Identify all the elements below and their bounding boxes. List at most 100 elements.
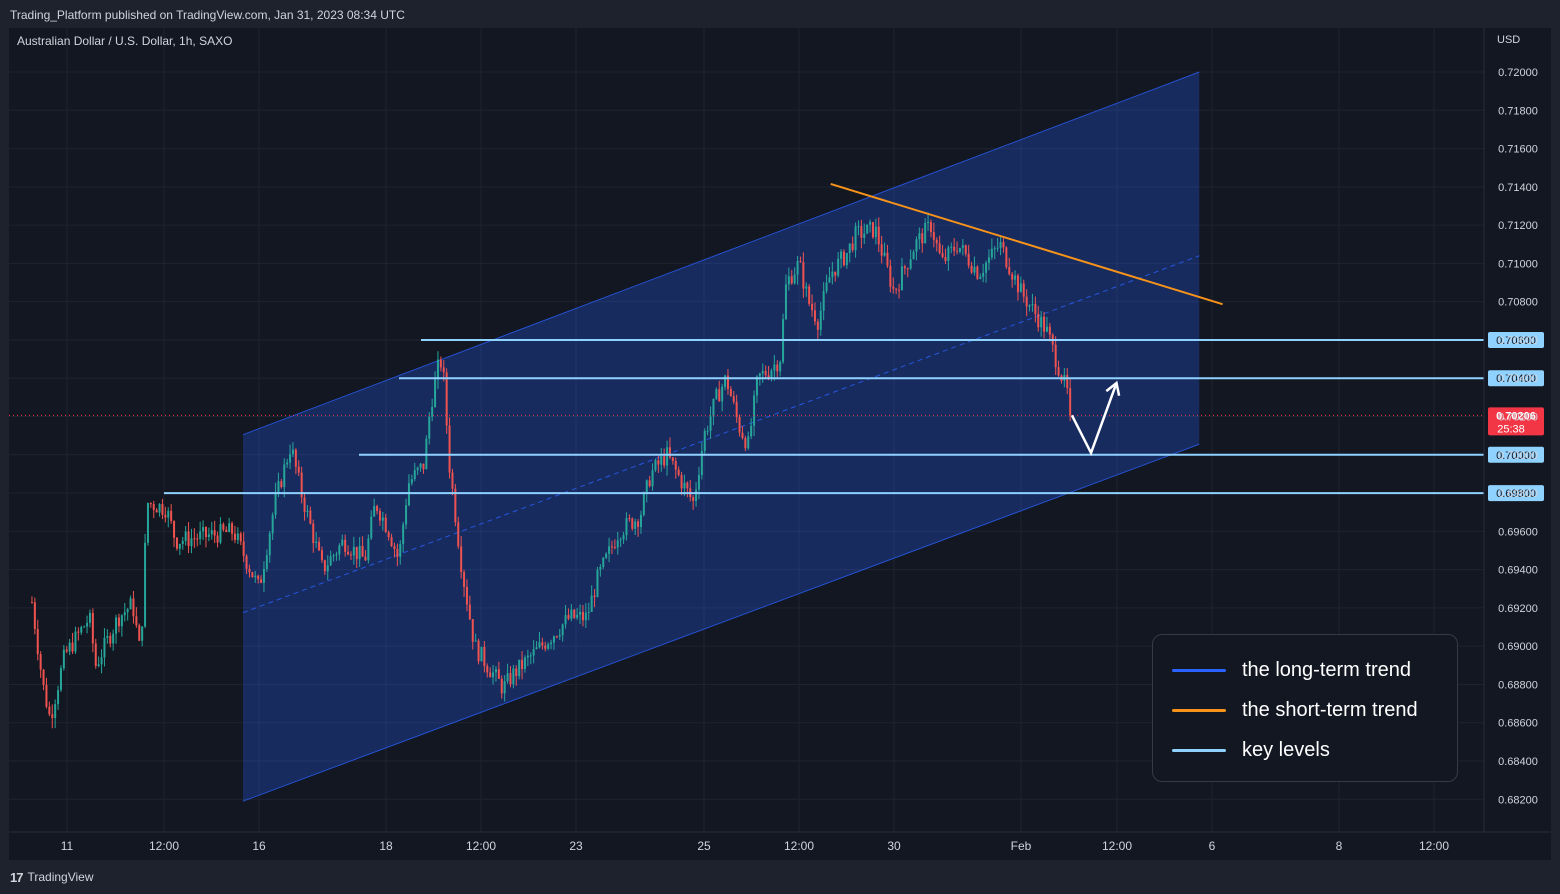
- candle-body: [289, 454, 292, 463]
- time-tick-label: 11: [61, 839, 74, 853]
- candle-body: [329, 556, 332, 566]
- candle-body: [231, 523, 234, 534]
- candle-body: [541, 642, 544, 646]
- candle-body: [976, 266, 979, 279]
- symbol-title: Australian Dollar / U.S. Dollar, 1h, SAX…: [17, 34, 233, 48]
- price-tick-label: 0.70200: [1498, 412, 1538, 424]
- candle-body: [686, 482, 689, 489]
- price-tick-label: 0.69000: [1498, 641, 1538, 653]
- candle-body: [367, 538, 370, 561]
- candle-body: [103, 637, 106, 658]
- candle-body: [512, 668, 515, 685]
- candle-body: [526, 655, 529, 658]
- time-tick-label: Feb: [1011, 839, 1032, 853]
- candle-body: [326, 565, 329, 572]
- price-tick-label: 0.69600: [1498, 526, 1538, 538]
- candle-body: [393, 545, 396, 550]
- candle-body: [683, 482, 686, 489]
- candle-body: [799, 261, 802, 263]
- candle-body: [268, 533, 271, 556]
- candle-body: [396, 549, 399, 557]
- candle-body: [468, 604, 471, 620]
- candle-body: [196, 538, 199, 540]
- legend-item-short-term: the short-term trend: [1172, 698, 1418, 722]
- candle-body: [117, 617, 120, 627]
- candle-body: [932, 232, 935, 240]
- candle-body: [834, 271, 837, 276]
- candle-body: [538, 642, 541, 648]
- candle-body: [787, 276, 790, 285]
- candle-body: [271, 514, 274, 534]
- candle-body: [758, 373, 761, 377]
- candle-body: [199, 531, 202, 539]
- candle-body: [947, 247, 950, 262]
- candle-body: [36, 629, 39, 655]
- price-tick-label: 0.68800: [1498, 679, 1538, 691]
- channel-fill: [243, 72, 1200, 802]
- candle-body: [561, 624, 564, 636]
- candle-body: [895, 288, 898, 290]
- candle-body: [1040, 316, 1043, 328]
- legend-label: the long-term trend: [1242, 658, 1411, 681]
- candle-body: [57, 690, 60, 705]
- time-tick-label: 12:00: [784, 839, 814, 853]
- time-tick-label: 12:00: [1102, 839, 1132, 853]
- candle-body: [347, 551, 350, 555]
- candle-body: [1011, 274, 1014, 280]
- candle-body: [648, 480, 651, 487]
- candle-body: [318, 541, 321, 551]
- candle-body: [808, 286, 811, 304]
- candle-body: [277, 481, 280, 493]
- candle-body: [828, 277, 831, 283]
- legend-item-key-levels: key levels: [1172, 738, 1330, 762]
- candle-body: [903, 266, 906, 269]
- countdown-label: 25:38: [1497, 423, 1525, 435]
- legend-label: the short-term trend: [1242, 698, 1418, 721]
- key-level-price-label: 0.70600: [1496, 335, 1536, 347]
- candle-body: [503, 681, 506, 694]
- candle-body: [674, 461, 677, 470]
- candle-body: [419, 463, 422, 468]
- price-chart[interactable]: 0.70600 0.70400 0.70000 0.69800 0.7020625:3…: [9, 28, 1551, 860]
- candle-body: [660, 456, 663, 465]
- candle-body: [42, 669, 45, 685]
- candle-body: [146, 503, 149, 543]
- candle-body: [77, 631, 80, 633]
- candle-body: [773, 364, 776, 371]
- last-price-label: 0.70206: [1496, 410, 1536, 422]
- candle-body: [515, 668, 518, 677]
- candle-body: [422, 463, 425, 470]
- candle-body: [167, 510, 170, 518]
- candle-body: [732, 396, 735, 402]
- candle-body: [927, 221, 930, 224]
- candle-body: [190, 538, 193, 547]
- candle-body: [584, 612, 587, 621]
- candle-body: [30, 602, 33, 604]
- candle-body: [906, 268, 909, 270]
- chart-area[interactable]: 0.70600 0.70400 0.70000 0.69800 0.70206 25:3…: [9, 28, 1551, 860]
- legend-swatch-lightblue: [1172, 748, 1226, 752]
- candle-body: [387, 532, 390, 538]
- candle-body: [242, 541, 245, 556]
- candle-body: [349, 554, 352, 556]
- candle-body: [80, 627, 83, 633]
- candle-body: [874, 226, 877, 238]
- tradingview-logo[interactable]: 17 TradingView: [10, 869, 94, 885]
- candle-body: [300, 472, 303, 498]
- long-term-channel: [242, 71, 1200, 802]
- candle-body: [715, 389, 718, 399]
- price-tick-label: 0.70800: [1498, 297, 1538, 309]
- candle-body: [973, 266, 976, 273]
- candle-body: [355, 546, 358, 560]
- candle-body: [373, 505, 376, 517]
- key-level-price-label: 0.70400: [1496, 373, 1536, 385]
- candle-body: [877, 226, 880, 245]
- candle-body: [700, 450, 703, 475]
- candle-body: [312, 523, 315, 544]
- candle-body: [805, 286, 808, 289]
- candle-body: [309, 510, 312, 524]
- candle-body: [869, 222, 872, 225]
- candle-body: [486, 666, 489, 673]
- short-term-trendline: [830, 183, 1223, 306]
- candle-body: [840, 251, 843, 259]
